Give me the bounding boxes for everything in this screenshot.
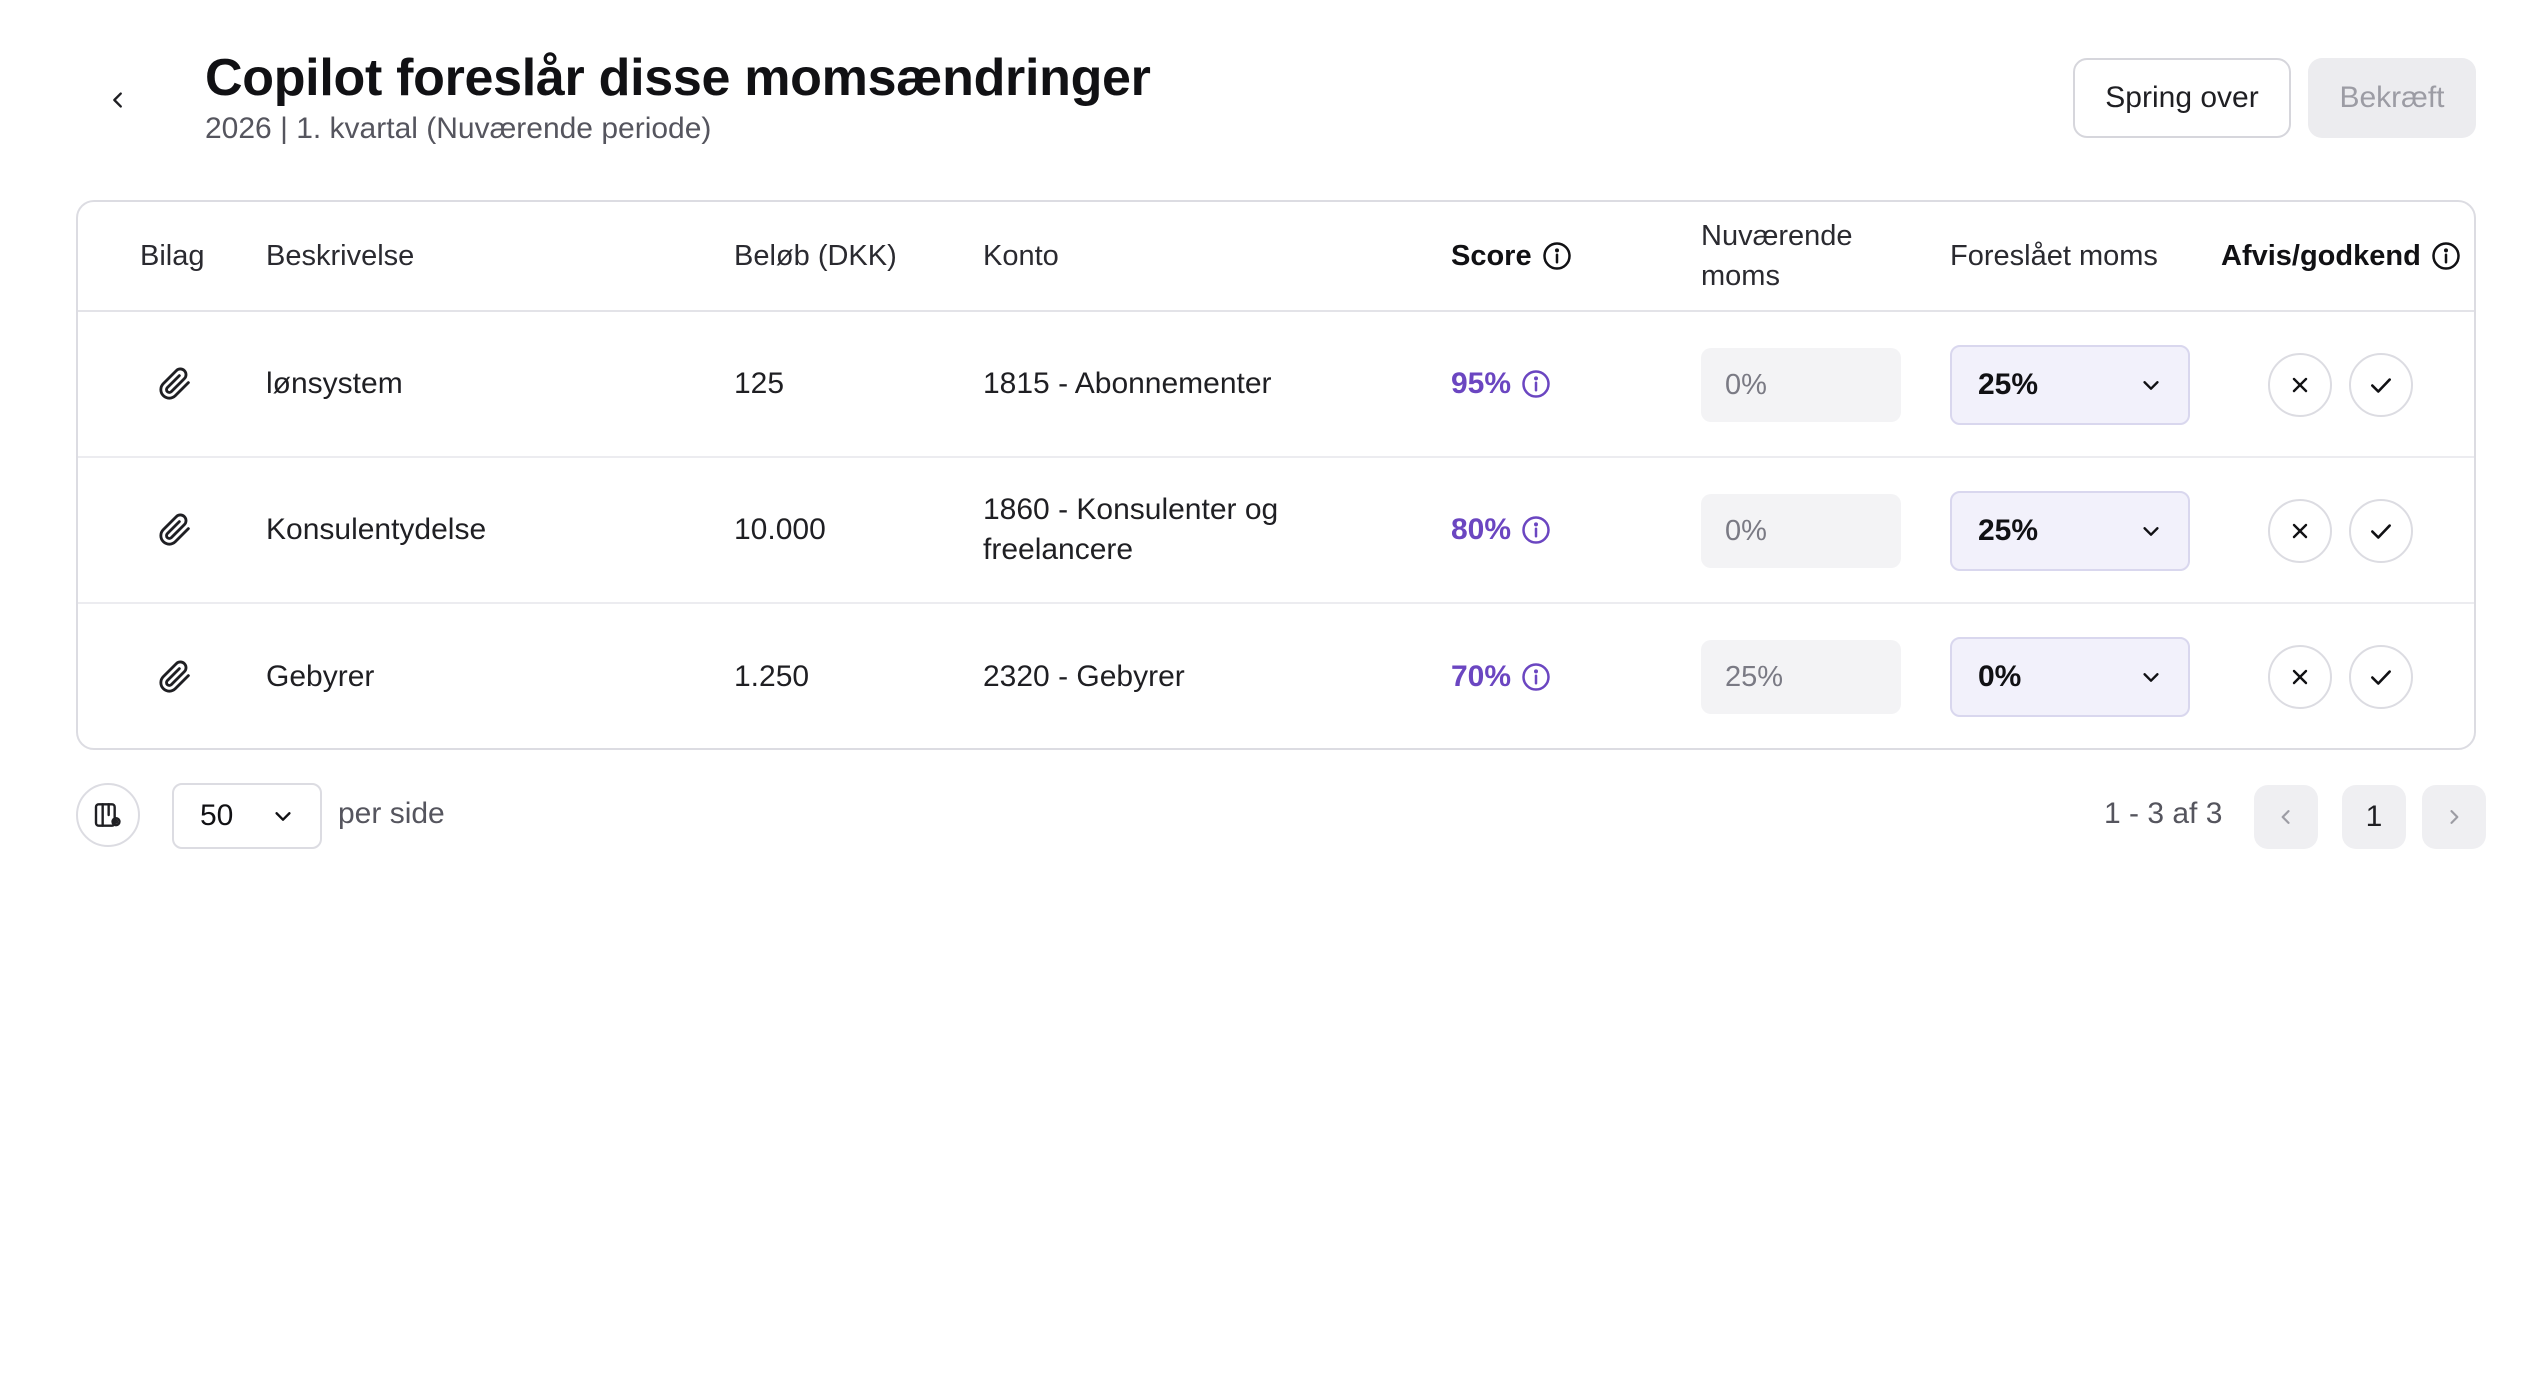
- chevron-down-icon: [2143, 673, 2159, 682]
- account-cell: 1815 - Abonnementer: [983, 367, 1272, 400]
- score-value: 80%: [1451, 513, 1512, 546]
- column-header-konto: Konto: [983, 240, 1059, 272]
- suggested-vat-select[interactable]: 0%: [1950, 637, 2190, 717]
- table-row: Konsulentydelse 10.000 1860 - Konsulente…: [78, 458, 2474, 604]
- reject-button[interactable]: [2268, 645, 2332, 709]
- score-value: 70%: [1451, 660, 1512, 693]
- attachment-button[interactable]: [158, 604, 192, 748]
- close-icon: [2292, 669, 2308, 685]
- attachment-button[interactable]: [158, 312, 192, 456]
- suggested-vat-value: 25%: [1978, 368, 2039, 401]
- paperclip-icon: [159, 660, 190, 693]
- chevron-down-icon: [275, 812, 291, 821]
- score-cell: 70%: [1451, 604, 1551, 748]
- suggested-vat-value: 25%: [1978, 514, 2039, 547]
- description-cell: lønsystem: [266, 367, 403, 400]
- suggested-vat-select[interactable]: 25%: [1950, 491, 2190, 571]
- per-page-select[interactable]: 50: [172, 783, 322, 849]
- amount-cell: 10.000: [734, 513, 826, 546]
- suggested-vat-select[interactable]: 25%: [1950, 345, 2190, 425]
- skip-button[interactable]: Spring over: [2073, 58, 2291, 138]
- description-cell: Konsulentydelse: [266, 513, 487, 546]
- amount-cell: 1.250: [734, 660, 810, 693]
- chevron-down-icon: [2143, 381, 2159, 390]
- info-icon[interactable]: [2431, 241, 2461, 271]
- info-icon[interactable]: [1521, 662, 1551, 692]
- paperclip-icon: [159, 513, 190, 546]
- vat-suggestions-table: Bilag Beskrivelse Beløb (DKK) Konto Scor…: [76, 200, 2476, 750]
- info-icon[interactable]: [1521, 515, 1551, 545]
- column-header-afvis-godkend-label: Afvis/godkend: [2221, 240, 2421, 272]
- column-header-beskrivelse: Beskrivelse: [266, 240, 415, 272]
- column-settings-icon: [94, 803, 121, 827]
- column-header-score: Score: [1451, 202, 1572, 310]
- close-icon: [2292, 377, 2308, 393]
- reject-button[interactable]: [2268, 499, 2332, 563]
- next-page-button[interactable]: [2422, 785, 2486, 849]
- info-icon[interactable]: [1521, 369, 1551, 399]
- pagination-range: 1 - 3 af 3: [2104, 797, 2223, 830]
- page-title: Copilot foreslår disse momsændringer: [205, 49, 1151, 107]
- score-cell: 80%: [1451, 458, 1551, 602]
- account-cell: 2320 - Gebyrer: [983, 660, 1185, 693]
- chevron-left-icon: [113, 92, 122, 108]
- column-header-score-label: Score: [1451, 240, 1532, 272]
- chevron-left-icon: [2281, 810, 2290, 824]
- page-subtitle: 2026 | 1. kvartal (Nuværende periode): [205, 112, 712, 145]
- per-page-value: 50: [200, 799, 234, 832]
- chevron-down-icon: [2143, 527, 2159, 536]
- back-button[interactable]: [96, 78, 140, 122]
- reject-button[interactable]: [2268, 353, 2332, 417]
- suggested-vat-value: 0%: [1978, 660, 2022, 693]
- confirm-button[interactable]: Bekræft: [2308, 58, 2476, 138]
- description-cell: Gebyrer: [266, 660, 375, 693]
- check-icon: [2371, 670, 2391, 685]
- column-header-foreslaet-moms: Foreslået moms: [1950, 240, 2158, 272]
- column-header-bilag: Bilag: [140, 240, 205, 272]
- column-header-belob: Beløb (DKK): [734, 240, 897, 272]
- check-icon: [2371, 378, 2391, 393]
- column-settings-button[interactable]: [76, 783, 140, 847]
- table-row: Gebyrer 1.250 2320 - Gebyrer 70% 25% 0%: [78, 604, 2474, 748]
- chevron-right-icon: [2450, 810, 2459, 824]
- account-cell: 1860 - Konsulenter og freelancere: [983, 493, 1279, 566]
- close-icon: [2292, 523, 2308, 539]
- column-header-afvis-godkend: Afvis/godkend: [2221, 202, 2461, 310]
- column-header-nuvaerende-moms: Nuværende moms: [1701, 220, 1853, 292]
- approve-button[interactable]: [2349, 645, 2413, 709]
- check-icon: [2371, 524, 2391, 539]
- paperclip-icon: [159, 367, 190, 400]
- info-icon[interactable]: [1542, 241, 1572, 271]
- attachment-button[interactable]: [158, 458, 192, 602]
- table-header: Bilag Beskrivelse Beløb (DKK) Konto Scor…: [78, 202, 2474, 312]
- approve-button[interactable]: [2349, 353, 2413, 417]
- per-page-label: per side: [338, 797, 445, 830]
- table-row: lønsystem 125 1815 - Abonnementer 95% 0%…: [78, 312, 2474, 458]
- current-vat-field: 0%: [1701, 494, 1901, 568]
- page-number-button[interactable]: 1: [2342, 785, 2406, 849]
- amount-cell: 125: [734, 367, 785, 400]
- approve-button[interactable]: [2349, 499, 2413, 563]
- previous-page-button[interactable]: [2254, 785, 2318, 849]
- score-value: 95%: [1451, 367, 1512, 400]
- current-vat-field: 25%: [1701, 640, 1901, 714]
- current-vat-field: 0%: [1701, 348, 1901, 422]
- score-cell: 95%: [1451, 312, 1551, 456]
